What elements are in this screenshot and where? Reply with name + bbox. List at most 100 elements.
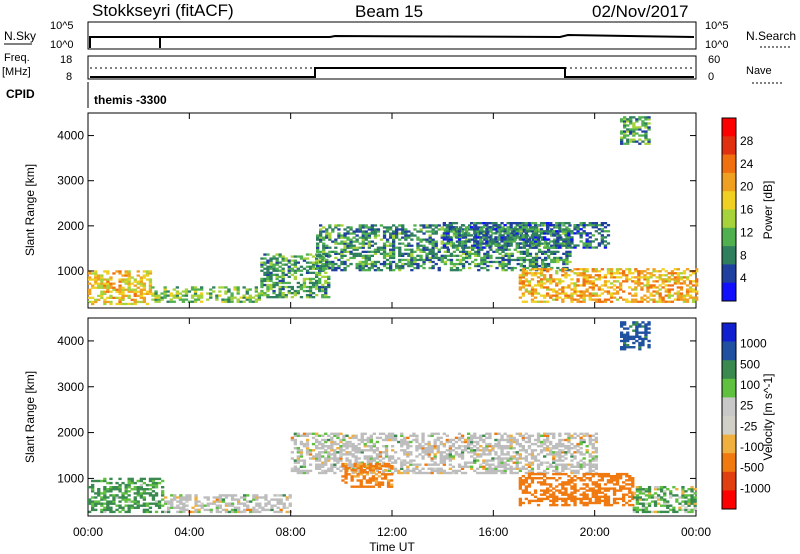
echo-cell [494, 244, 498, 247]
echo-cell [336, 457, 340, 460]
echo-cell [395, 262, 399, 266]
echo-cell [634, 276, 638, 279]
echo-cell [360, 438, 364, 442]
echo-cell [349, 228, 353, 231]
echo-cell [632, 335, 636, 338]
echo-cell [573, 268, 577, 271]
echo-cell [510, 266, 514, 270]
echo-cell [415, 471, 419, 475]
echo-cell [439, 467, 443, 470]
echo-cell [215, 504, 219, 507]
echo-cell [88, 510, 92, 514]
echo-cell [510, 230, 514, 233]
echo-cell [367, 228, 371, 231]
echo-cell [340, 254, 344, 257]
echo-cell [97, 500, 101, 503]
echo-cell [324, 275, 328, 278]
echo-cell [302, 463, 307, 466]
echo-cell [552, 453, 556, 456]
echo-cell [479, 471, 483, 475]
echo-cell [460, 465, 465, 468]
echo-cell [546, 495, 550, 498]
echo-cell [127, 286, 131, 289]
echo-cell [603, 499, 608, 503]
echo-cell [139, 488, 143, 491]
echo-cell [421, 438, 425, 442]
echo-cell [544, 250, 548, 253]
echo-cell [308, 294, 313, 297]
echo-cell [530, 481, 535, 484]
echo-cell [510, 258, 514, 262]
echo-cell [591, 483, 595, 486]
echo-cell [100, 280, 104, 283]
echo-cell [293, 432, 297, 435]
echo-cell [684, 490, 688, 493]
echo-cell [506, 457, 510, 460]
echo-cell [445, 440, 449, 444]
echo-cell [148, 270, 153, 273]
echo-cell [546, 238, 550, 241]
echo-cell [567, 438, 571, 442]
echo-cell [308, 469, 313, 473]
echo-cell [299, 449, 304, 452]
echo-cell [288, 504, 292, 507]
echo-cell [369, 471, 373, 475]
echo-cell [371, 485, 375, 488]
echo-cell [553, 250, 557, 253]
echo-cell [281, 271, 285, 274]
echo-cell [106, 496, 110, 499]
echo-cell [409, 461, 413, 464]
echo-cell [500, 465, 504, 468]
echo-cell [638, 337, 642, 341]
echo-cell [430, 449, 434, 452]
echo-cell [585, 434, 589, 437]
echo-cell [106, 270, 110, 273]
echo-cell [94, 508, 98, 512]
echo-cell [351, 449, 355, 452]
echo-cell [442, 471, 446, 475]
echo-cell [354, 461, 358, 464]
echo-cell [591, 455, 595, 458]
echo-cell [615, 280, 620, 283]
echo-cell [346, 236, 350, 239]
echo-cell [200, 286, 204, 289]
echo-cell [121, 508, 125, 512]
echo-cell [451, 246, 456, 249]
echo-cell [269, 257, 273, 260]
echo-cell [333, 465, 337, 468]
echo-cell [347, 467, 351, 470]
echo-cell [260, 265, 264, 268]
echo-cell [643, 294, 647, 297]
echo-cell [585, 270, 589, 273]
echo-cell [282, 504, 286, 507]
echo-cell [622, 487, 626, 490]
echo-cell [276, 494, 280, 497]
echo-cell [460, 234, 465, 237]
echo-cell [564, 493, 568, 496]
echo-cell [415, 438, 419, 442]
date-title: 02/Nov/2017 [592, 2, 688, 21]
echo-cell [513, 226, 517, 229]
echo-cell [416, 258, 420, 262]
echo-cell [179, 494, 183, 497]
echo-cell [269, 261, 273, 264]
echo-cell [308, 279, 313, 283]
echo-cell [558, 489, 562, 492]
echo-cell [112, 496, 116, 499]
echo-cell [100, 296, 104, 299]
echo-cell [486, 260, 490, 264]
echo-cell [687, 500, 691, 503]
echo-cell [579, 453, 583, 456]
echo-cell [509, 224, 513, 227]
echo-cell [597, 294, 601, 297]
echo-cell [615, 472, 620, 476]
echo-cell [308, 449, 313, 452]
echo-cell [594, 300, 598, 303]
echo-cell [527, 469, 532, 473]
echo-cell [603, 274, 608, 277]
echo-cell [354, 447, 358, 450]
echo-cell [474, 234, 478, 237]
echo-cell [367, 232, 371, 235]
echo-cell [290, 292, 294, 295]
echo-cell [503, 465, 507, 468]
